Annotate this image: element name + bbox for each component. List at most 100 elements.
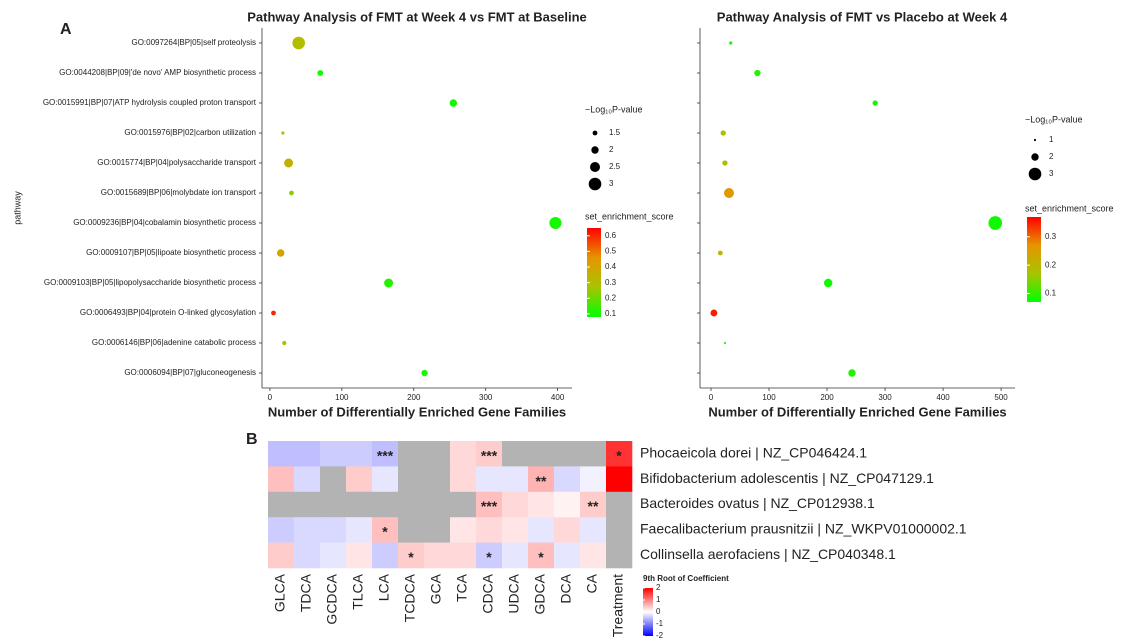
na-cell [398,491,425,518]
y-tick-label: GO:0006094|BP|07|gluconeogenesis [124,368,256,377]
cell [346,542,373,569]
size-legend-dot [590,162,600,172]
y-tick-label: GO:0015991|BP|07|ATP hydrolysis coupled … [43,98,257,107]
colorbar-tick-label: 0.3 [1045,232,1057,241]
row-label: Bacteroides ovatus | NZ_CP012938.1 [640,495,875,511]
cell [294,542,321,569]
column-label: TDCA [298,573,314,612]
y-tick-label: GO:0009103|BP|05|lipopolysaccharide bios… [44,278,256,287]
na-cell [424,517,451,543]
size-legend-dot [588,177,602,191]
significance: * [486,549,492,565]
significance: *** [481,447,498,463]
na-cell [502,441,529,467]
dot [722,160,728,166]
row-label: Bifidobacterium adolescentis | NZ_CP0471… [640,470,934,486]
cell [606,441,633,467]
cell [554,466,581,493]
x-tick-label: 400 [551,393,565,402]
y-tick-label: GO:0009236|BP|04|cobalamin biosynthetic … [73,218,256,227]
cell [502,491,529,518]
dot [710,309,718,317]
column-label: Treatment [610,574,626,637]
y-tick-label: GO:0097264|BP|05|self proteolysis [131,38,256,47]
cell [476,441,503,467]
cell [502,466,529,493]
cell [476,542,503,569]
column-label: GLCA [272,573,288,612]
chart-title: Pathway Analysis of FMT at Week 4 vs FMT… [247,9,587,24]
cell [528,466,555,493]
dot [317,70,324,76]
cell [528,517,555,543]
na-cell [398,517,425,543]
cell [268,517,295,543]
dot [729,41,733,45]
cell [294,517,321,543]
na-cell [606,491,633,518]
colorbar-tick-label: 0.1 [605,309,617,318]
cell [476,517,503,543]
column-label: TCA [454,573,470,602]
colorbar-tick-label: 0.3 [605,278,617,287]
na-cell [372,491,399,518]
colorbar-tick-label: 0.2 [1045,260,1057,269]
colorbar-tick-label: 0.2 [605,293,617,302]
cell [580,517,607,543]
y-tick-label: GO:0006146|BP|06|adenine catabolic proce… [92,338,256,347]
cell [398,542,425,569]
cell [580,466,607,493]
y-tick-label: GO:0015976|BP|02|carbon utilization [124,128,256,137]
na-cell [424,491,451,518]
dot [284,158,294,168]
na-cell [346,491,373,518]
size-legend-dot [1033,138,1037,142]
size-legend-label: 2.5 [609,162,621,171]
y-tick-label: GO:0044208|BP|09|'de novo' AMP biosynthe… [59,68,256,77]
cell [580,542,607,569]
cell [320,517,347,543]
cell [554,491,581,518]
cell [450,517,477,543]
cell [528,542,555,569]
column-label: DCA [558,573,574,603]
cell [268,542,295,569]
cell [372,542,399,569]
column-label: UDCA [506,573,522,613]
dot [292,36,305,50]
size-legend-dot [1031,153,1039,161]
dot [823,278,833,288]
na-cell [606,517,633,543]
column-label: TLCA [350,573,366,609]
size-legend-title: −Log₁₀P-value [1025,114,1083,124]
significance: * [382,524,388,540]
significance: * [538,549,544,565]
cell [346,441,373,467]
x-tick-label: 200 [407,393,421,402]
y-tick-label: GO:0015689|BP|06|molybdate ion transport [101,188,257,197]
x-tick-label: 0 [709,393,714,402]
na-cell [398,466,425,493]
cell [294,441,321,467]
cell [606,466,633,493]
na-cell [424,441,451,467]
y-tick-label: GO:0009107|BP|05|lipoate biosynthetic pr… [86,248,256,257]
size-legend-label: 2 [1049,152,1054,161]
colorbar-tick-label: 0.6 [605,231,617,240]
cell [580,491,607,518]
dot [384,278,394,288]
cell [372,466,399,493]
chart-title: Pathway Analysis of FMT vs Placebo at We… [717,9,1008,24]
y-tick-label: GO:0015774|BP|04|polysaccharide transpor… [97,158,257,167]
dot [720,130,726,136]
cell [450,441,477,467]
size-legend-dot [591,146,599,154]
cell [372,517,399,543]
x-tick-label: 500 [994,393,1008,402]
column-label: CA [584,573,600,593]
significance: *** [481,498,498,514]
color-legend-title: set_enrichment_score [585,211,674,221]
row-label: Phocaeicola dorei | NZ_CP046424.1 [640,444,867,460]
cell [346,517,373,543]
significance: * [408,549,414,565]
